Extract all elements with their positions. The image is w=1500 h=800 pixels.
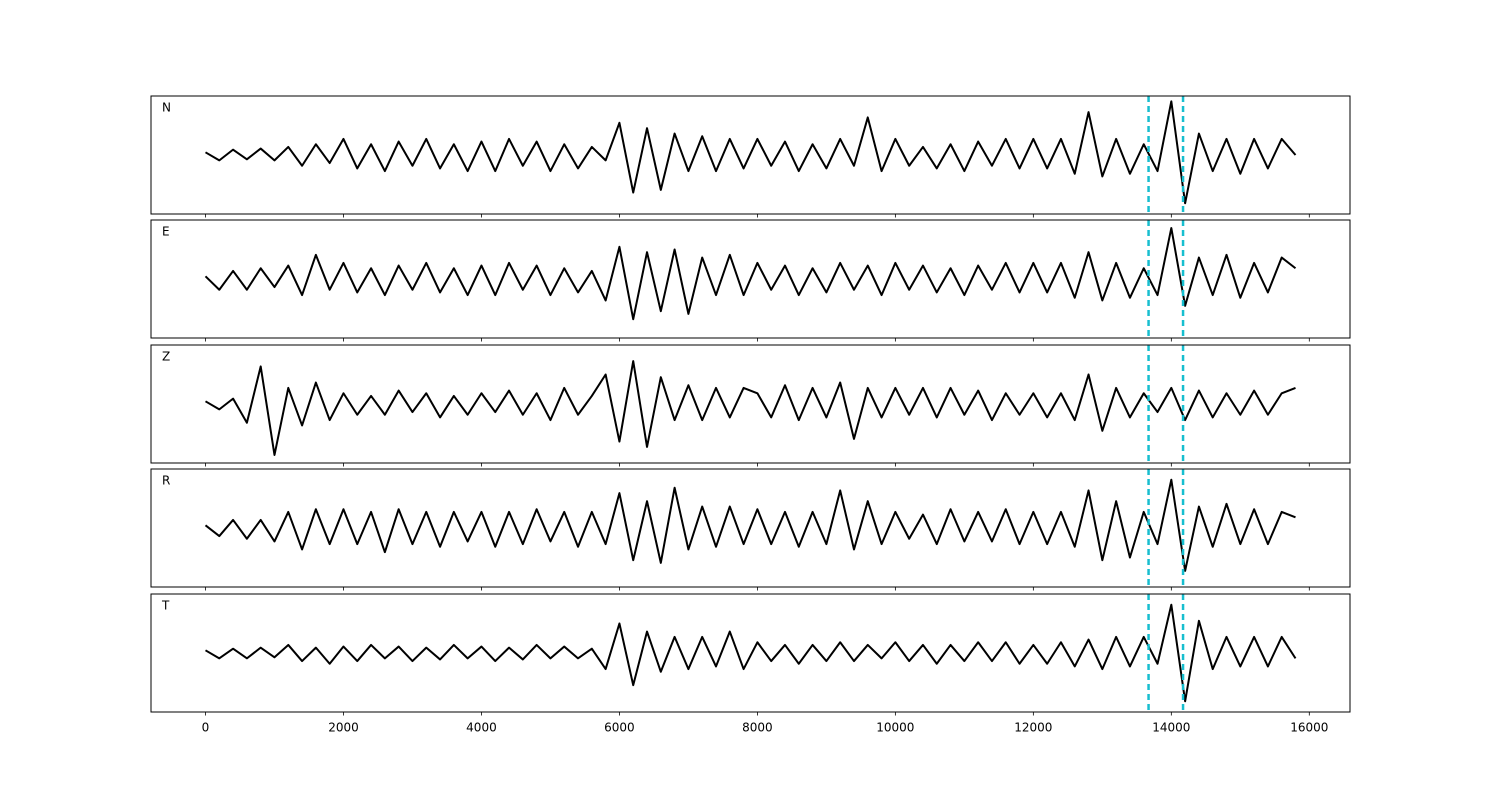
x-tick-label: 16000 bbox=[1290, 721, 1328, 735]
trace bbox=[204, 100, 1297, 205]
x-tick-label: 10000 bbox=[876, 721, 914, 735]
trace bbox=[204, 478, 1296, 572]
x-tick-label: 6000 bbox=[604, 721, 635, 735]
x-tick-label: 2000 bbox=[328, 721, 359, 735]
x-tick-label: 4000 bbox=[466, 721, 497, 735]
axes-frame bbox=[150, 95, 1351, 215]
panel: E bbox=[150, 219, 1351, 342]
panel: N bbox=[150, 95, 1351, 218]
x-tick-label: 8000 bbox=[742, 721, 773, 735]
x-tick-label: 14000 bbox=[1152, 721, 1190, 735]
axes-frame bbox=[150, 593, 1351, 713]
panel: R bbox=[150, 468, 1351, 591]
panel-label: Z bbox=[162, 350, 170, 364]
panel-label: R bbox=[162, 474, 170, 488]
trace bbox=[204, 227, 1297, 321]
panel: Z bbox=[150, 344, 1351, 467]
axes-frame bbox=[150, 344, 1351, 464]
x-tick-label: 12000 bbox=[1014, 721, 1052, 735]
panel-label: N bbox=[162, 101, 171, 115]
trace bbox=[204, 360, 1296, 456]
panel-frame bbox=[151, 345, 1350, 463]
trace bbox=[204, 603, 1297, 703]
panel: T 0 2000 4000 6000 8000 10000 12000 14000 16000 bbox=[150, 593, 1351, 735]
panel-label: E bbox=[162, 225, 170, 239]
axes-frame bbox=[150, 468, 1351, 588]
x-tick-label: 0 bbox=[202, 721, 210, 735]
axes-frame bbox=[150, 219, 1351, 339]
panel-label: T bbox=[161, 599, 170, 613]
